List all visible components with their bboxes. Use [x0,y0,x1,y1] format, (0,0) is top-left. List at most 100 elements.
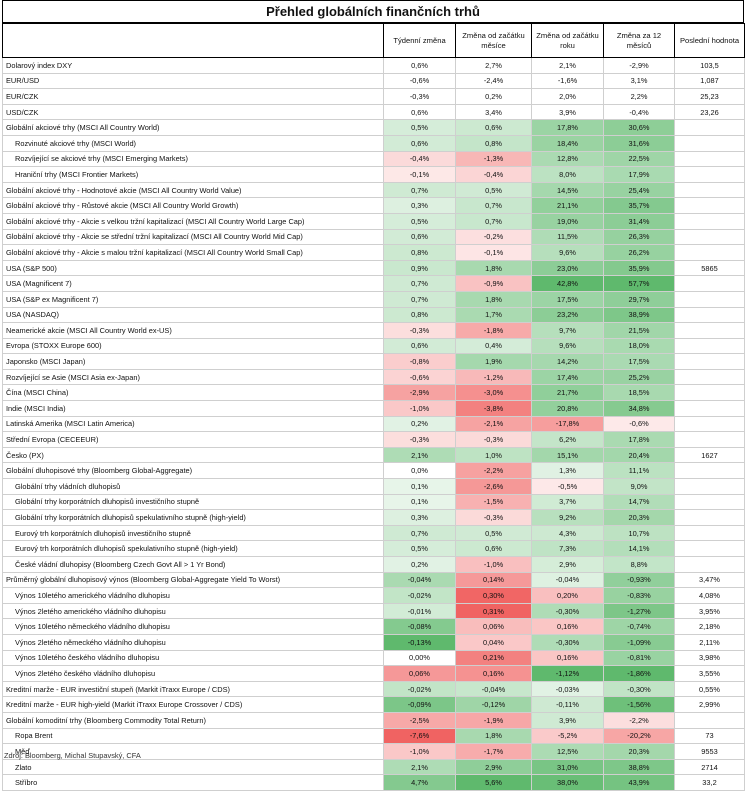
change-cell: -1,27% [603,602,675,620]
change-cell: 23,2% [531,306,604,324]
change-cell: -0,3% [383,322,456,339]
last-value-cell [674,540,745,557]
row-label: Globální akciové trhy - Hodnotové akcie … [2,181,384,199]
row-label: Globální akciové trhy - Růstové akcie (M… [2,197,384,214]
table-row: Rozvíjející se Asie (MSCI Asia ex-Japan)… [2,368,745,386]
row-label: Globální akciové trhy - Akcie se střední… [2,228,384,246]
change-cell: -20,2% [603,727,675,745]
change-cell: 18,5% [603,384,675,402]
change-cell: -2,9% [383,384,456,402]
last-value-cell [674,400,745,417]
change-cell: -0,30% [603,680,675,698]
last-value-cell: 3,47% [674,571,745,589]
change-cell: -1,6% [531,72,604,90]
table-row: Japonsko (MSCI Japan) -0,8% 1,9% 14,2% 17,5% [2,353,745,370]
change-cell: 26,2% [603,244,675,261]
header-12m: Změna za 12 měsíců [603,23,675,58]
change-cell: 0,7% [455,197,532,214]
change-cell: 8,8% [603,556,675,573]
header-weekly: Týdenní změna [383,23,456,58]
row-label: Kreditní marže - EUR investiční stupeň (… [2,680,384,698]
change-cell: -0,03% [531,680,604,698]
last-value-cell [674,493,745,511]
row-label: Japonsko (MSCI Japan) [2,353,384,370]
change-cell: -0,6% [603,415,675,433]
row-label: EUR/USD [2,72,384,90]
change-cell: 0,6% [455,119,532,136]
change-cell: 35,7% [603,197,675,214]
table-row: Rozvinuté akciové trhy (MSCI World) 0,6% 0… [2,134,745,152]
change-cell: 0,1% [383,493,456,511]
change-cell: 2,7% [455,57,532,74]
change-cell: 42,8% [531,275,604,292]
last-value-cell [674,415,745,433]
change-cell: 0,4% [455,337,532,355]
change-cell: -1,86% [603,665,675,682]
change-cell: 0,5% [383,212,456,230]
last-value-cell: 73 [674,727,745,745]
change-cell: 0,3% [383,197,456,214]
row-label: Evropa (STOXX Europe 600) [2,337,384,355]
last-value-cell [674,134,745,152]
change-cell: 0,1% [383,478,456,495]
table-row: Evropa (STOXX Europe 600) 0,6% 0,4% 9,6% 18,… [2,337,745,355]
row-label: Indie (MSCI India) [2,400,384,417]
row-label: Průměrný globální dluhopisový výnos (Blo… [2,571,384,589]
change-cell: -0,2% [455,228,532,246]
row-label: Rozvíjející se Asie (MSCI Asia ex-Japan) [2,368,384,386]
change-cell: 1,7% [455,306,532,324]
change-cell: 0,7% [383,524,456,542]
last-value-cell: 2,18% [674,618,745,635]
last-value-cell: 103,5 [674,57,745,74]
last-value-cell [674,368,745,386]
table-row: Globální akciové trhy (MSCI All Country … [2,119,745,136]
table-row: Průměrný globální dluhopisový výnos (Blo… [2,571,745,589]
change-cell: 0,16% [531,618,604,635]
change-cell: -0,81% [603,649,675,667]
table-row: USA (NASDAQ) 0,8% 1,7% 23,2% 38,9% [2,306,745,324]
change-cell: 15,1% [531,446,604,464]
change-cell: 0,8% [455,134,532,152]
table-row: Ropa Brent -7,6% 1,8% -5,2% -20,2% 73 [2,727,745,745]
change-cell: 30,6% [603,119,675,136]
change-cell: -0,6% [383,72,456,90]
change-cell: -2,1% [455,415,532,433]
change-cell: -0,9% [455,275,532,292]
change-cell: 0,16% [455,665,532,682]
table-row: Dolarový index DXY 0,6% 2,7% 2,1% -2,9% 103,5 [2,57,745,74]
table-row: Střední Evropa (CECEEUR) -0,3% -0,3% 6,2% 17… [2,431,745,448]
header-last: Poslední hodnota [674,23,745,58]
change-cell: 11,5% [531,228,604,246]
change-cell: -0,11% [531,696,604,713]
change-cell: 17,5% [603,353,675,370]
table-row: Globální akciové trhy - Akcie s malou tr… [2,244,745,261]
table-row: Čína (MSCI China) -2,9% -3,0% 21,7% 18,5% [2,384,745,402]
row-label: USA (Magnificent 7) [2,275,384,292]
change-cell: 0,6% [383,103,456,121]
change-cell: 14,5% [531,181,604,199]
row-label: Výnos 2letého českého vládního dluhopisu [2,665,384,682]
change-cell: 3,9% [531,103,604,121]
row-label: Globální akciové trhy - Akcie s velkou t… [2,212,384,230]
table-row: Česko (PX) 2,1% 1,0% 15,1% 20,4% 1627 [2,446,745,464]
row-label: Kreditní marže - EUR high-yield (Markit … [2,696,384,713]
last-value-cell [674,322,745,339]
row-label: Globální komoditní trhy (Bloomberg Commo… [2,711,384,729]
change-cell: 2,0% [531,88,604,105]
change-cell: -7,6% [383,727,456,745]
change-cell: 2,9% [531,556,604,573]
change-cell: 9,6% [531,337,604,355]
change-cell: -2,4% [455,72,532,90]
change-cell: -0,4% [603,103,675,121]
change-cell: 0,7% [383,181,456,199]
change-cell: -0,3% [455,509,532,526]
change-cell: -1,3% [455,150,532,168]
change-cell: 2,1% [531,57,604,74]
last-value-cell: 4,08% [674,587,745,604]
row-label: USA (S&P ex Magnificent 7) [2,290,384,308]
change-cell: -0,04% [383,571,456,589]
row-label: USA (NASDAQ) [2,306,384,324]
change-cell: 0,16% [531,649,604,667]
last-value-cell: 5865 [674,259,745,277]
table-row: Výnos 2letého českého vládního dluhopisu… [2,665,745,682]
